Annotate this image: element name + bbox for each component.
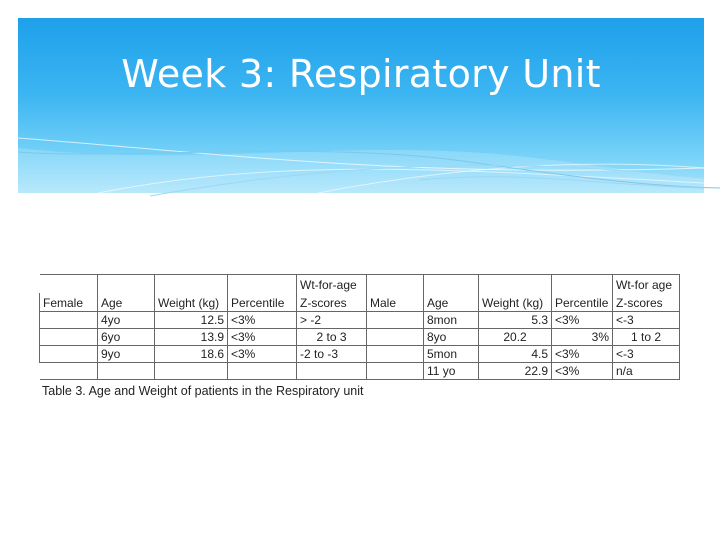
- female-age-cell: 6yo: [97, 328, 155, 346]
- male-percentile-cell: <3%: [551, 345, 613, 363]
- spacer-cell: [366, 274, 424, 293]
- spacer-cell: [478, 274, 552, 293]
- male-percentile-cell: 3%: [551, 328, 613, 346]
- spacer-cell: [423, 274, 479, 293]
- spacer-cell: [227, 362, 297, 380]
- male-zscore-cell: 1 to 2: [612, 328, 680, 346]
- spacer-cell: [366, 328, 424, 346]
- male-age-cell: 8mon: [423, 311, 479, 329]
- spacer-cell: [39, 362, 98, 380]
- male-label-header: Male: [366, 293, 424, 312]
- female-age-header: Age: [97, 293, 155, 312]
- female-percentile-cell: <3%: [227, 311, 297, 329]
- table-row: 6yo 13.9 <3% 2 to 3 8yo 20.2 3% 1 to 2: [39, 328, 680, 346]
- spacer-cell: [154, 274, 228, 293]
- male-age-cell: 5mon: [423, 345, 479, 363]
- spacer-cell: [227, 274, 297, 293]
- patient-data-table: Wt-for-age Wt-for age Female Age Weight …: [39, 274, 680, 380]
- female-zscore-cell: > -2: [296, 311, 367, 329]
- spacer-cell: [97, 362, 155, 380]
- spacer-cell: [366, 311, 424, 329]
- female-percentile-header: Percentile: [227, 293, 297, 312]
- female-weight-cell: 12.5: [154, 311, 228, 329]
- male-zscore-cell: <-3: [612, 311, 680, 329]
- spacer-cell: [366, 362, 424, 380]
- male-percentile-cell: <3%: [551, 311, 613, 329]
- table-row: 4yo 12.5 <3% > -2 8mon 5.3 <3% <-3: [39, 311, 680, 329]
- spacer-cell: [39, 328, 98, 346]
- female-age-cell: 4yo: [97, 311, 155, 329]
- male-weight-cell: 20.2: [478, 328, 552, 346]
- male-weight-cell: 4.5: [478, 345, 552, 363]
- male-weight-cell: 5.3: [478, 311, 552, 329]
- female-wt-for-age-label: Wt-for-age: [296, 274, 367, 293]
- female-weight-header: Weight (kg): [154, 293, 228, 312]
- female-zscore-header: Z-scores: [296, 293, 367, 312]
- female-zscore-cell: 2 to 3: [296, 328, 367, 346]
- female-percentile-cell: <3%: [227, 328, 297, 346]
- male-age-header: Age: [423, 293, 479, 312]
- male-weight-cell: 22.9: [478, 362, 552, 380]
- male-age-cell: 11 yo: [423, 362, 479, 380]
- spacer-cell: [154, 362, 228, 380]
- female-percentile-cell: <3%: [227, 345, 297, 363]
- header-wave-decoration: [18, 137, 704, 193]
- spacer-cell: [39, 345, 98, 363]
- page-title: Week 3: Respiratory Unit: [121, 52, 601, 96]
- spacer-cell: [97, 274, 155, 293]
- female-label-header: Female: [39, 293, 98, 312]
- male-zscore-cell: n/a: [612, 362, 680, 380]
- male-wt-for-age-label: Wt-for age: [612, 274, 680, 293]
- spacer-cell: [296, 362, 367, 380]
- female-weight-cell: 13.9: [154, 328, 228, 346]
- spacer-cell: [366, 345, 424, 363]
- male-zscore-header: Z-scores: [612, 293, 680, 312]
- table-caption: Table 3. Age and Weight of patients in t…: [42, 384, 364, 398]
- slide-header-banner: Week 3: Respiratory Unit: [18, 18, 704, 193]
- female-age-cell: 9yo: [97, 345, 155, 363]
- male-percentile-header: Percentile: [551, 293, 613, 312]
- table-row: 9yo 18.6 <3% -2 to -3 5mon 4.5 <3% <-3: [39, 345, 680, 363]
- table-row: 11 yo 22.9 <3% n/a: [39, 362, 680, 380]
- female-weight-cell: 18.6: [154, 345, 228, 363]
- spacer-cell: [39, 311, 98, 329]
- male-zscore-cell: <-3: [612, 345, 680, 363]
- male-age-cell: 8yo: [423, 328, 479, 346]
- spacer-cell: [39, 274, 98, 293]
- male-weight-header: Weight (kg): [478, 293, 552, 312]
- spacer-cell: [551, 274, 613, 293]
- female-zscore-cell: -2 to -3: [296, 345, 367, 363]
- male-percentile-cell: <3%: [551, 362, 613, 380]
